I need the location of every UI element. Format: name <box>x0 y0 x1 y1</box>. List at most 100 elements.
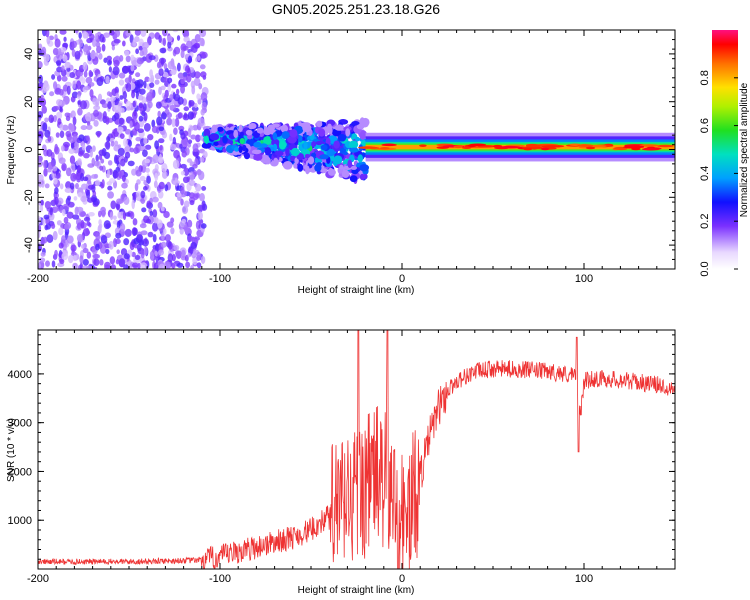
noise-cell <box>180 78 185 85</box>
noise-cell <box>89 82 95 87</box>
transition-cell <box>359 164 370 172</box>
noise-cell <box>72 254 77 262</box>
noise-cell <box>140 190 146 199</box>
noise-cell <box>86 135 90 142</box>
noise-cell <box>142 41 150 49</box>
noise-cell <box>192 143 199 153</box>
noise-cell <box>131 262 139 268</box>
noise-cell <box>98 223 103 229</box>
noise-cell <box>58 88 64 96</box>
band-peak-cell <box>379 146 390 150</box>
chart-title: GN05.2025.251.23.18.G26 <box>271 1 441 17</box>
noise-cell <box>56 111 63 120</box>
colorbar-label: Normalized spectral amplitude <box>739 82 750 217</box>
noise-cell <box>46 36 51 45</box>
noise-cell <box>44 200 51 210</box>
noise-cell <box>123 138 128 147</box>
noise-cell <box>149 210 154 217</box>
noise-cell <box>194 71 201 79</box>
noise-cell <box>125 30 132 37</box>
noise-cell <box>157 157 164 164</box>
noise-cell <box>144 158 151 164</box>
noise-cell <box>138 45 143 51</box>
noise-cell <box>81 183 88 190</box>
noise-cell <box>57 47 62 55</box>
noise-cell <box>99 259 104 266</box>
noise-cell <box>122 90 127 100</box>
noise-cell <box>164 184 169 192</box>
noise-cell <box>96 132 101 138</box>
noise-cell <box>93 105 101 111</box>
transition-cell <box>211 126 218 133</box>
noise-cell <box>171 118 176 128</box>
noise-cell <box>59 30 67 35</box>
transition-cell <box>278 141 287 150</box>
noise-cell <box>187 252 191 258</box>
noise-cell <box>109 256 116 265</box>
noise-cell <box>146 175 151 184</box>
colorbar-ticks: 0.0 0.2 0.4 0.6 0.8 <box>699 70 738 277</box>
noise-cell <box>83 216 91 222</box>
noise-cell <box>124 212 132 217</box>
noise-cell <box>198 170 205 181</box>
noise-cell <box>169 94 174 101</box>
transition-cell <box>302 123 312 133</box>
noise-cell <box>72 80 76 90</box>
noise-cell <box>70 244 77 252</box>
noise-cell <box>79 255 84 264</box>
noise-cell <box>59 258 65 265</box>
transition-cell <box>264 147 272 156</box>
noise-cell <box>185 40 193 49</box>
noise-cell <box>107 191 114 199</box>
noise-cell <box>83 152 90 159</box>
noise-cell <box>116 198 123 205</box>
noise-cell <box>108 240 114 250</box>
noise-cell <box>51 74 56 80</box>
noise-cell <box>132 218 138 226</box>
noise-cell <box>163 63 168 70</box>
noise-cell <box>112 238 118 248</box>
noise-cell <box>138 115 144 122</box>
transition-cell <box>311 141 317 148</box>
noise-cell <box>65 167 72 177</box>
noise-cell <box>186 158 193 163</box>
transition-cell <box>203 128 211 138</box>
noise-cell <box>77 90 82 96</box>
transition-cell <box>245 129 253 136</box>
noise-cell <box>58 157 66 164</box>
noise-cell <box>196 262 202 269</box>
noise-cell <box>88 69 93 78</box>
noise-cell <box>38 111 44 119</box>
noise-cell <box>134 244 138 249</box>
noise-cell <box>190 134 197 140</box>
noise-cell <box>135 48 140 55</box>
noise-cell <box>105 140 111 150</box>
noise-cell <box>59 183 64 190</box>
snr-frame <box>37 329 676 570</box>
noise-cell <box>118 117 125 125</box>
noise-cell <box>107 160 113 166</box>
transition-cell <box>337 134 347 142</box>
noise-cell <box>140 230 148 236</box>
noise-cell <box>110 140 115 147</box>
noise-cell <box>99 165 104 171</box>
noise-cell <box>51 206 59 214</box>
noise-cell <box>105 116 110 125</box>
noise-cell <box>55 60 62 66</box>
transition-cell <box>271 123 280 128</box>
noise-cell <box>187 55 193 63</box>
transition-cell <box>209 133 220 141</box>
noise-cell <box>167 253 174 263</box>
noise-cell <box>201 38 205 47</box>
noise-cell <box>118 170 122 179</box>
noise-cell <box>196 93 201 100</box>
noise-cell <box>98 219 102 226</box>
transition-cell <box>256 127 264 134</box>
noise-cell <box>197 204 204 213</box>
noise-cell <box>140 262 148 269</box>
noise-cell <box>77 192 83 198</box>
noise-cell <box>67 255 74 264</box>
noise-cell <box>155 243 159 253</box>
noise-cell <box>129 120 133 129</box>
